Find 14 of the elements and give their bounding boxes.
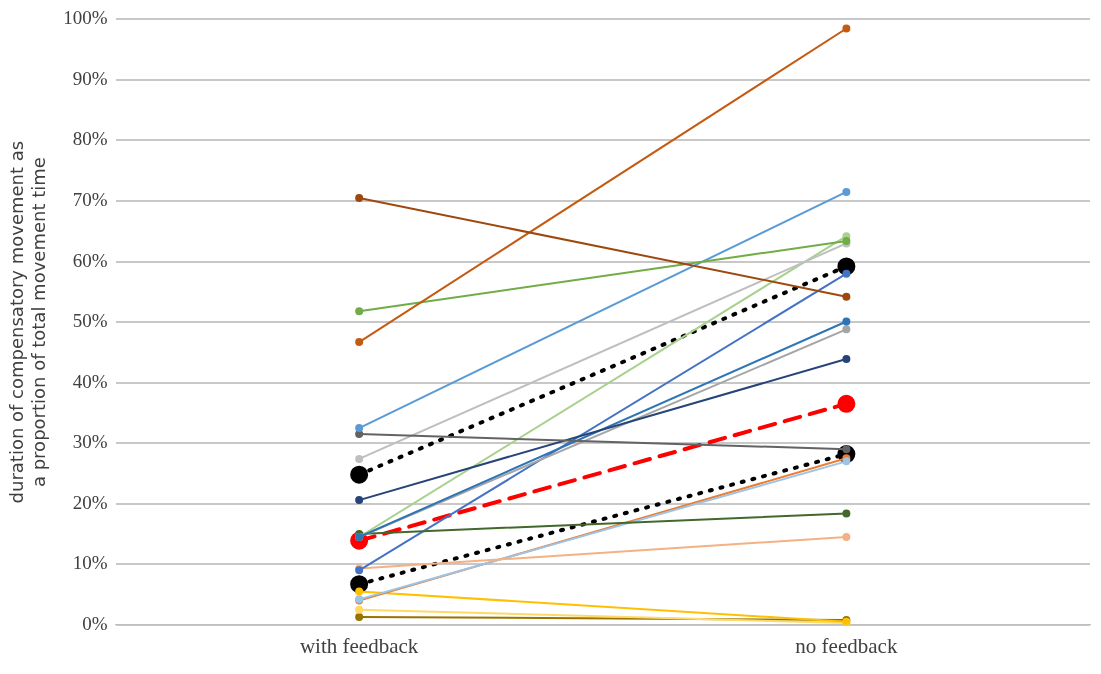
x-tick-label: with feedback — [299, 633, 419, 658]
x-tick-label: no feedback — [795, 633, 898, 658]
y-tick-label: 60% — [72, 249, 108, 271]
y-tick-label: 0% — [82, 612, 108, 634]
y-tick-label: 70% — [72, 189, 108, 210]
y-tick-label: 80% — [72, 128, 108, 150]
y-tick-label: 40% — [72, 370, 108, 392]
y-tick-label: 90% — [72, 67, 108, 89]
y-tick-label: 50% — [72, 310, 108, 332]
y-tick-label: 100% — [63, 7, 108, 29]
y-tick-label: 10% — [72, 552, 108, 574]
y-tick-label: 20% — [72, 491, 108, 513]
y-tick-label: 30% — [72, 431, 108, 453]
y-axis-title: duration of compensatory movement as a proportion of total movement time — [6, 140, 50, 504]
